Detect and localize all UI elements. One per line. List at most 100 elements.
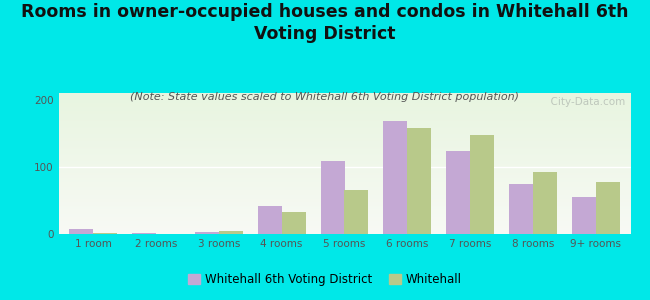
Bar bbox=[58, 193, 630, 194]
Bar bbox=[258, 206, 281, 234]
Bar bbox=[58, 231, 630, 232]
Text: (Note: State values scaled to Whitehall 6th Voting District population): (Note: State values scaled to Whitehall … bbox=[131, 92, 519, 101]
Bar bbox=[58, 218, 630, 220]
Bar bbox=[58, 128, 630, 130]
Bar bbox=[219, 231, 242, 234]
Bar bbox=[58, 118, 630, 120]
Bar bbox=[58, 94, 630, 96]
Bar bbox=[58, 145, 630, 147]
Bar bbox=[58, 182, 630, 183]
Bar bbox=[58, 161, 630, 162]
Bar bbox=[195, 232, 219, 234]
Bar bbox=[58, 173, 630, 175]
Bar bbox=[58, 178, 630, 179]
Bar bbox=[58, 210, 630, 212]
Bar bbox=[58, 166, 630, 168]
Bar bbox=[58, 97, 630, 99]
Bar bbox=[58, 216, 630, 217]
Bar bbox=[408, 128, 431, 234]
Bar bbox=[58, 175, 630, 176]
Bar bbox=[58, 107, 630, 109]
Bar bbox=[58, 186, 630, 188]
Bar bbox=[58, 100, 630, 101]
Bar bbox=[58, 224, 630, 226]
Bar bbox=[58, 188, 630, 189]
Bar bbox=[58, 93, 630, 94]
Text: City-Data.com: City-Data.com bbox=[543, 97, 625, 107]
Bar bbox=[58, 124, 630, 125]
Bar bbox=[58, 113, 630, 114]
Bar bbox=[58, 227, 630, 228]
Bar bbox=[344, 190, 369, 234]
Bar bbox=[58, 157, 630, 158]
Bar bbox=[58, 141, 630, 142]
Bar bbox=[509, 184, 533, 234]
Bar bbox=[596, 182, 620, 234]
Bar bbox=[58, 106, 630, 107]
Bar bbox=[58, 203, 630, 204]
Bar bbox=[58, 189, 630, 190]
Bar bbox=[58, 116, 630, 117]
Bar bbox=[58, 148, 630, 149]
Text: Rooms in owner-occupied houses and condos in Whitehall 6th
Voting District: Rooms in owner-occupied houses and condo… bbox=[21, 3, 629, 43]
Bar bbox=[58, 140, 630, 141]
Bar bbox=[58, 207, 630, 208]
Bar bbox=[58, 104, 630, 106]
Bar bbox=[320, 161, 344, 234]
Bar bbox=[58, 131, 630, 133]
Bar bbox=[58, 228, 630, 230]
Bar bbox=[58, 101, 630, 103]
Bar bbox=[58, 96, 630, 97]
Bar bbox=[58, 162, 630, 164]
Bar bbox=[58, 196, 630, 197]
Bar bbox=[58, 134, 630, 135]
Bar bbox=[58, 109, 630, 110]
Bar bbox=[58, 213, 630, 214]
Bar bbox=[58, 192, 630, 193]
Bar bbox=[58, 212, 630, 213]
Bar bbox=[58, 159, 630, 161]
Bar bbox=[58, 184, 630, 186]
Bar bbox=[58, 133, 630, 134]
Bar bbox=[58, 99, 630, 100]
Bar bbox=[58, 158, 630, 159]
Bar bbox=[58, 127, 630, 128]
Bar bbox=[58, 190, 630, 192]
Bar bbox=[58, 125, 630, 127]
Bar bbox=[58, 204, 630, 206]
Bar bbox=[384, 121, 408, 234]
Bar bbox=[58, 120, 630, 121]
Bar bbox=[58, 220, 630, 221]
Bar bbox=[58, 168, 630, 169]
Bar bbox=[58, 172, 630, 173]
Bar bbox=[69, 229, 93, 234]
Bar bbox=[447, 152, 470, 234]
Bar bbox=[58, 135, 630, 137]
Bar bbox=[58, 117, 630, 118]
Bar bbox=[58, 194, 630, 196]
Bar bbox=[58, 226, 630, 227]
Bar bbox=[58, 147, 630, 148]
Bar bbox=[58, 214, 630, 216]
Bar bbox=[58, 165, 630, 166]
Bar bbox=[58, 138, 630, 140]
Bar bbox=[58, 151, 630, 152]
Bar bbox=[58, 142, 630, 144]
Bar bbox=[58, 111, 630, 113]
Bar bbox=[58, 155, 630, 156]
Bar bbox=[58, 221, 630, 223]
Bar bbox=[58, 103, 630, 104]
Bar bbox=[470, 135, 494, 234]
Bar bbox=[58, 176, 630, 178]
Bar bbox=[58, 199, 630, 200]
Bar bbox=[58, 121, 630, 123]
Bar bbox=[58, 152, 630, 154]
Bar bbox=[58, 149, 630, 151]
Bar bbox=[58, 169, 630, 170]
Bar bbox=[93, 233, 117, 234]
Bar bbox=[58, 164, 630, 165]
Bar bbox=[58, 130, 630, 131]
Bar bbox=[58, 183, 630, 184]
Bar bbox=[58, 180, 630, 182]
Bar bbox=[58, 223, 630, 224]
